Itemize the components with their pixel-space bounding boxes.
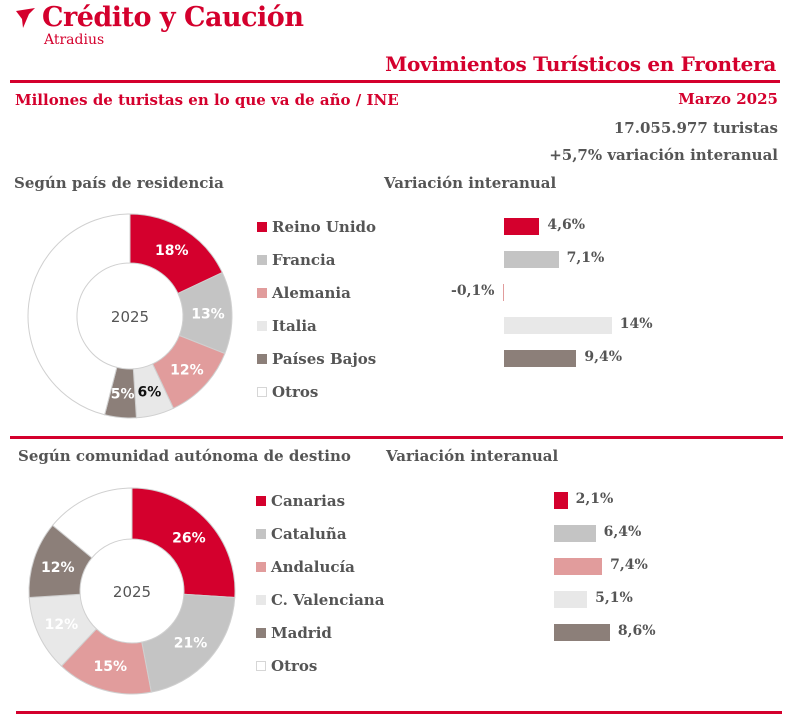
bar-chart-residence: 4,6% 7,1% -0,1% 14% 9,4%: [420, 217, 680, 378]
legend-label: Otros: [271, 657, 318, 675]
bar-c-valenciana: [554, 591, 588, 608]
legend-swatch: [256, 661, 266, 671]
bar-andalucia: [554, 558, 603, 575]
slice-label-francia: 13%: [191, 307, 225, 323]
legend-swatch: [257, 321, 267, 331]
legend-swatch: [256, 562, 266, 572]
legend-label: Andalucía: [271, 558, 355, 576]
slice-label-madrid: 12%: [41, 560, 75, 576]
legend-label: Países Bajos: [272, 350, 377, 368]
bars-2-title: Variación interanual: [386, 447, 559, 465]
bar-reino-unido: [504, 218, 540, 235]
bar-label-alemania: -0,1%: [451, 283, 495, 299]
bar-chart-destination: 2,1% 6,4% 7,4% 5,1% 8,6%: [470, 491, 710, 652]
pie-1-title: Según país de residencia: [14, 174, 224, 192]
bar-francia: [504, 251, 559, 268]
section-divider: [10, 436, 783, 439]
bars-1-title: Variación interanual: [384, 174, 557, 192]
bar-italia: [504, 317, 612, 334]
bar-label-francia: 7,1%: [566, 250, 605, 266]
legend-label: C. Valenciana: [271, 591, 385, 609]
bar-label-canarias: 2,1%: [575, 491, 614, 507]
donut-slice-canarias: [131, 487, 236, 598]
total-variation: +5,7% variación interanual: [549, 146, 778, 164]
legend-swatch: [257, 222, 267, 232]
bar-label-italia: 14%: [619, 316, 653, 332]
legend-label: Alemania: [272, 284, 351, 302]
legend-label: Italia: [272, 317, 317, 335]
bar-canarias: [554, 492, 568, 509]
legend-label: Madrid: [271, 624, 332, 642]
legend-swatch: [256, 529, 266, 539]
legend-label: Reino Unido: [272, 218, 377, 236]
brand-subtitle: Atradius: [44, 32, 105, 48]
legend-swatch: [256, 628, 266, 638]
pie-2-title: Según comunidad autónoma de destino: [18, 447, 351, 465]
legend-label: Cataluña: [271, 525, 347, 543]
slice-label-paises-bajos: 5%: [111, 387, 135, 403]
bar-alemania: [502, 284, 504, 301]
bar-label-madrid: 8,6%: [617, 623, 656, 639]
bar-label-c-valenciana: 5,1%: [595, 590, 633, 606]
donut-chart-residence: 18% 13% 12% 6%5% 2025: [27, 213, 233, 419]
legend-swatch: [256, 496, 266, 506]
period: Marzo 2025: [678, 90, 778, 108]
donut-slice-cataluna: [141, 593, 236, 693]
header-rule: [10, 80, 780, 83]
bar-label-paises-bajos: 9,4%: [584, 349, 623, 365]
brand-name: Crédito y Caución: [42, 2, 304, 33]
donut-slice-otros: [51, 487, 133, 559]
bar-label-reino-unido: 4,6%: [547, 217, 586, 233]
slice-label-c-valenciana: 12%: [45, 617, 79, 633]
legend-label: Canarias: [271, 492, 346, 510]
report-title: Movimientos Turísticos en Frontera: [385, 52, 776, 76]
slice-label-italia: 6%: [138, 385, 162, 401]
slice-label-reino-unido: 18%: [155, 243, 189, 259]
slice-label-canarias: 26%: [172, 531, 206, 547]
slice-label-cataluna: 21%: [174, 636, 208, 652]
legend-label: Otros: [272, 383, 319, 401]
slice-label-alemania: 12%: [170, 362, 204, 378]
total-tourists: 17.055.977 turistas: [613, 119, 778, 137]
legend-destination: Canarias Cataluña Andalucía C. Valencian…: [256, 492, 396, 682]
legend-swatch: [257, 255, 267, 265]
bar-label-cataluna: 6,4%: [603, 524, 642, 540]
legend-label: Francia: [272, 251, 336, 269]
legend-swatch: [256, 595, 266, 605]
legend-swatch: [257, 354, 267, 364]
donut-center-label: 2025: [111, 308, 149, 326]
legend-swatch: [257, 387, 267, 397]
donut-slice-otros: [27, 213, 131, 416]
donut-chart-destination: 26% 21% 15% 12% 12% 2025: [28, 487, 236, 695]
slice-label-andalucia: 15%: [93, 659, 127, 675]
brand-logo: Crédito y Caución Atradius: [14, 2, 314, 50]
brand-mark-icon: [16, 8, 35, 28]
legend-residence: Reino Unido Francia Alemania Italia País…: [257, 218, 387, 408]
subtitle: Millones de turistas en lo que va de año…: [15, 91, 399, 109]
donut-center-label: 2025: [113, 583, 151, 601]
bar-paises-bajos: [504, 350, 577, 367]
bar-label-andalucia: 7,4%: [610, 557, 648, 573]
bar-cataluna: [554, 525, 596, 542]
footer-rule: [16, 711, 782, 714]
legend-swatch: [257, 288, 267, 298]
bar-madrid: [554, 624, 610, 641]
